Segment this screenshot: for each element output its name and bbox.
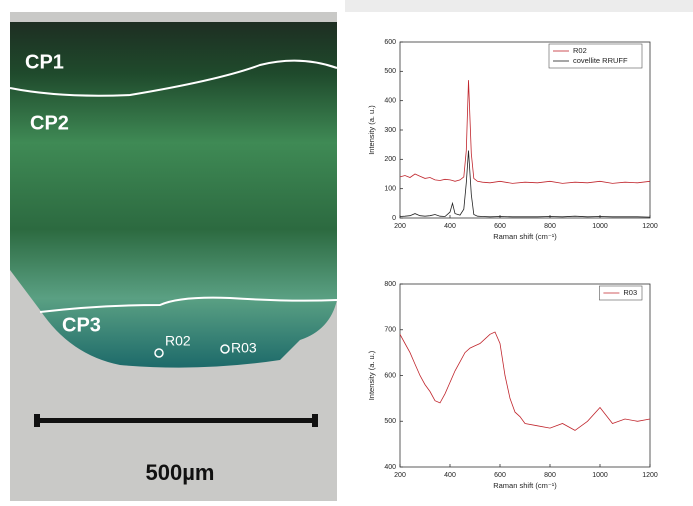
- scale-bar: [312, 414, 318, 427]
- x-tick-label: 200: [394, 223, 406, 230]
- sample: [10, 22, 337, 368]
- y-axis-label: Intensity (a. u.): [367, 105, 376, 155]
- x-axis-label: Raman shift (cm⁻¹): [493, 232, 557, 241]
- layer-label: CP1: [25, 51, 64, 73]
- y-tick-label: 100: [384, 186, 396, 193]
- y-tick-label: 400: [384, 464, 396, 471]
- y-tick-label: 400: [384, 98, 396, 105]
- y-tick-label: 0: [392, 215, 396, 222]
- x-tick-label: 800: [544, 472, 556, 479]
- layer-label: CP3: [62, 314, 101, 336]
- top-band: [345, 0, 693, 12]
- y-tick-label: 600: [384, 372, 396, 379]
- y-tick-label: 500: [384, 68, 396, 75]
- x-axis-label: Raman shift (cm⁻¹): [493, 481, 557, 490]
- x-tick-label: 600: [494, 472, 506, 479]
- legend-label: R02: [573, 46, 587, 55]
- boundary: [39, 296, 338, 313]
- point-label: R02: [165, 333, 191, 349]
- boundary: [9, 59, 338, 97]
- scale-label: 500µm: [146, 460, 215, 485]
- series-line: [399, 150, 651, 218]
- scale-bar: [34, 414, 40, 427]
- legend-label: covellite RRUFF: [573, 56, 628, 65]
- x-tick-label: 400: [444, 223, 456, 230]
- x-tick-label: 800: [544, 223, 556, 230]
- micrograph: CP1 CP2 CP3 R02 R03 500µm: [9, 12, 338, 501]
- x-tick-label: 600: [494, 223, 506, 230]
- legend-box: [548, 43, 643, 69]
- point-label: R03: [231, 340, 257, 356]
- x-tick-label: 1200: [642, 472, 658, 479]
- y-tick-label: 500: [384, 418, 396, 425]
- point-marker: [154, 348, 164, 358]
- x-tick-label: 1000: [592, 472, 608, 479]
- y-axis-label: Intensity (a. u.): [367, 350, 376, 400]
- scale-bar: [36, 418, 316, 423]
- point-marker: [220, 344, 230, 354]
- x-tick-label: 400: [444, 472, 456, 479]
- y-tick-label: 600: [384, 39, 396, 46]
- y-tick-label: 700: [384, 327, 396, 334]
- series-line: [399, 331, 651, 431]
- layer-label: CP2: [30, 112, 69, 134]
- x-tick-label: 1200: [642, 223, 658, 230]
- y-tick-label: 300: [384, 127, 396, 134]
- legend-label: R03: [623, 288, 637, 297]
- x-tick-label: 200: [394, 472, 406, 479]
- legend-box: [599, 285, 643, 301]
- series-line: [399, 80, 651, 184]
- y-tick-label: 800: [384, 281, 396, 288]
- y-tick-label: 200: [384, 156, 396, 163]
- x-tick-label: 1000: [592, 223, 608, 230]
